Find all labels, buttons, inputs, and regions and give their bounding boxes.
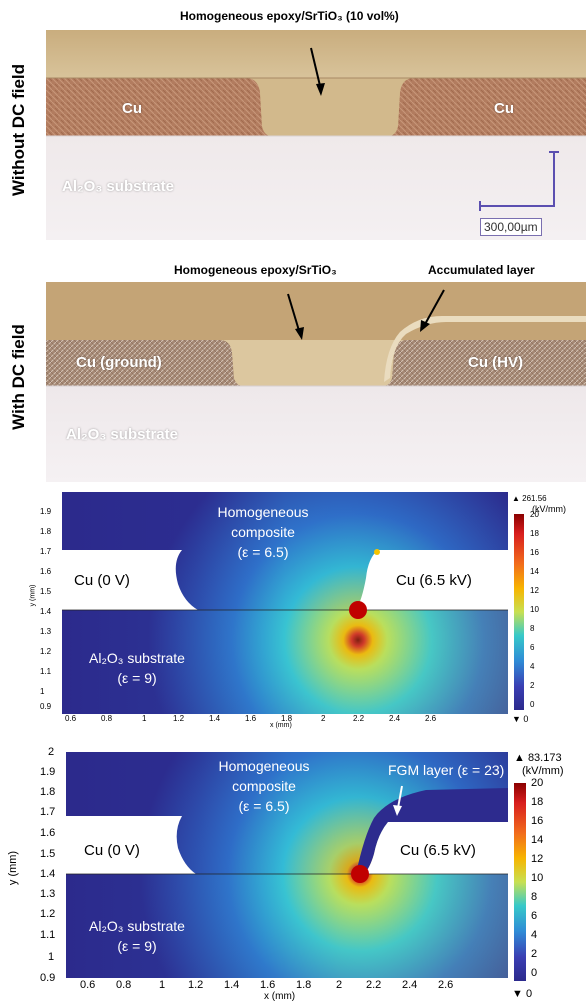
caption-arrow-center (287, 293, 301, 335)
electrode-left-label-d: Cu (0 V) (84, 842, 140, 859)
photo-without-dc-graphic (46, 30, 586, 240)
yticks-c: 1.9 1.8 1.7 1.6 1.5 1.4 1.3 1.2 1.1 1 0.… (40, 507, 52, 711)
fgm-arrow (397, 785, 403, 809)
cbar-unit-d: (kV/mm) (522, 765, 564, 777)
cbar-max-d: ▲ 83.173 (514, 752, 562, 764)
copper-left-label: Cu (122, 100, 142, 117)
side-label-without-dc: Without DC field (9, 63, 28, 197)
field-map-fgm-graphic (66, 752, 508, 978)
caption-accumulated-layer: Accumulated layer (428, 263, 535, 277)
field-map-homogeneous-graphic (62, 492, 508, 714)
side-label-with-dc: With DC field (9, 324, 28, 430)
photo-without-dc: Cu Cu Al₂O₃ substrate 300,00µm (46, 30, 586, 240)
copper-hv-label: Cu (HV) (468, 354, 523, 371)
electrode-right-label: Cu (6.5 kV) (396, 572, 472, 589)
xlabel-c: x (mm) (270, 722, 292, 729)
composite-label-d: Homogeneous composite (ε = 6.5) (218, 758, 310, 814)
cbar-ticks-c: 20 18 16 14 12 10 8 6 4 2 0 (530, 510, 539, 709)
photo-with-dc-graphic (46, 282, 586, 482)
cbar-min-d: ▼ 0 (512, 988, 533, 1000)
scale-bar-label: 300,00µm (480, 218, 542, 236)
xlabel-d: x (mm) (264, 991, 296, 1002)
electrode-left-label: Cu (0 V) (74, 572, 130, 589)
xticks-c: 0.6 0.8 1 1.2 1.4 1.6 1.8 2 2.2 2.4 2.6 (65, 714, 437, 723)
composite-label: Homogeneous composite (ε = 6.5) (217, 504, 309, 560)
electrode-left (62, 550, 198, 610)
electrode-right-label-d: Cu (6.5 kV) (400, 842, 476, 859)
colorbar-c (514, 514, 524, 710)
electrode-right (356, 550, 508, 610)
substrate-label-d: Al₂O₃ substrate (ε = 9) (89, 918, 185, 954)
caption-arrow-right (423, 289, 445, 327)
field-map-fgm: Homogeneous composite (ε = 6.5) FGM laye… (66, 752, 508, 978)
xticks-d: 0.6 0.8 1 1.2 1.4 1.6 1.8 2 2.2 2.4 2.6 (80, 979, 454, 991)
ylabel-d: y (mm) (7, 850, 20, 886)
colorbar-d (514, 783, 526, 981)
photo-with-dc: Cu (ground) Cu (HV) Al₂O₃ substrate (46, 282, 586, 482)
field-map-homogeneous: Homogeneous composite (ε = 6.5) Cu (0 V)… (62, 492, 508, 714)
copper-ground-label: Cu (ground) (76, 354, 162, 371)
copper-right-label: Cu (494, 100, 514, 117)
caption-homogeneous: Homogeneous epoxy/SrTiO₃ (174, 263, 337, 277)
fgm-label: FGM layer (ε = 23) (388, 762, 505, 778)
yticks-d: 2 1.9 1.8 1.7 1.6 1.5 1.4 1.3 1.2 1.1 1 … (40, 746, 56, 984)
electrode-right-d (364, 822, 508, 874)
substrate-label: Al₂O₃ substrate (62, 178, 174, 195)
caption-arrow (310, 47, 322, 91)
cbar-max-c: ▲ 261.56 (512, 494, 547, 503)
substrate-label-c: Al₂O₃ substrate (ε = 9) (89, 650, 185, 686)
cbar-ticks-d: 20 18 16 14 12 10 8 6 4 2 0 (531, 777, 544, 979)
substrate-label-b: Al₂O₃ substrate (66, 426, 178, 443)
ylabel-c: y (mm) (29, 584, 37, 607)
cbar-min-c: ▼ 0 (512, 714, 529, 724)
electrode-left-d (66, 816, 196, 874)
caption-homogeneous-10vol: Homogeneous epoxy/SrTiO₃ (10 vol%) (180, 9, 399, 23)
cbar-unit-c: (kV/mm) (532, 504, 566, 514)
scale-bar (480, 152, 555, 207)
fgm-layer (356, 788, 508, 874)
